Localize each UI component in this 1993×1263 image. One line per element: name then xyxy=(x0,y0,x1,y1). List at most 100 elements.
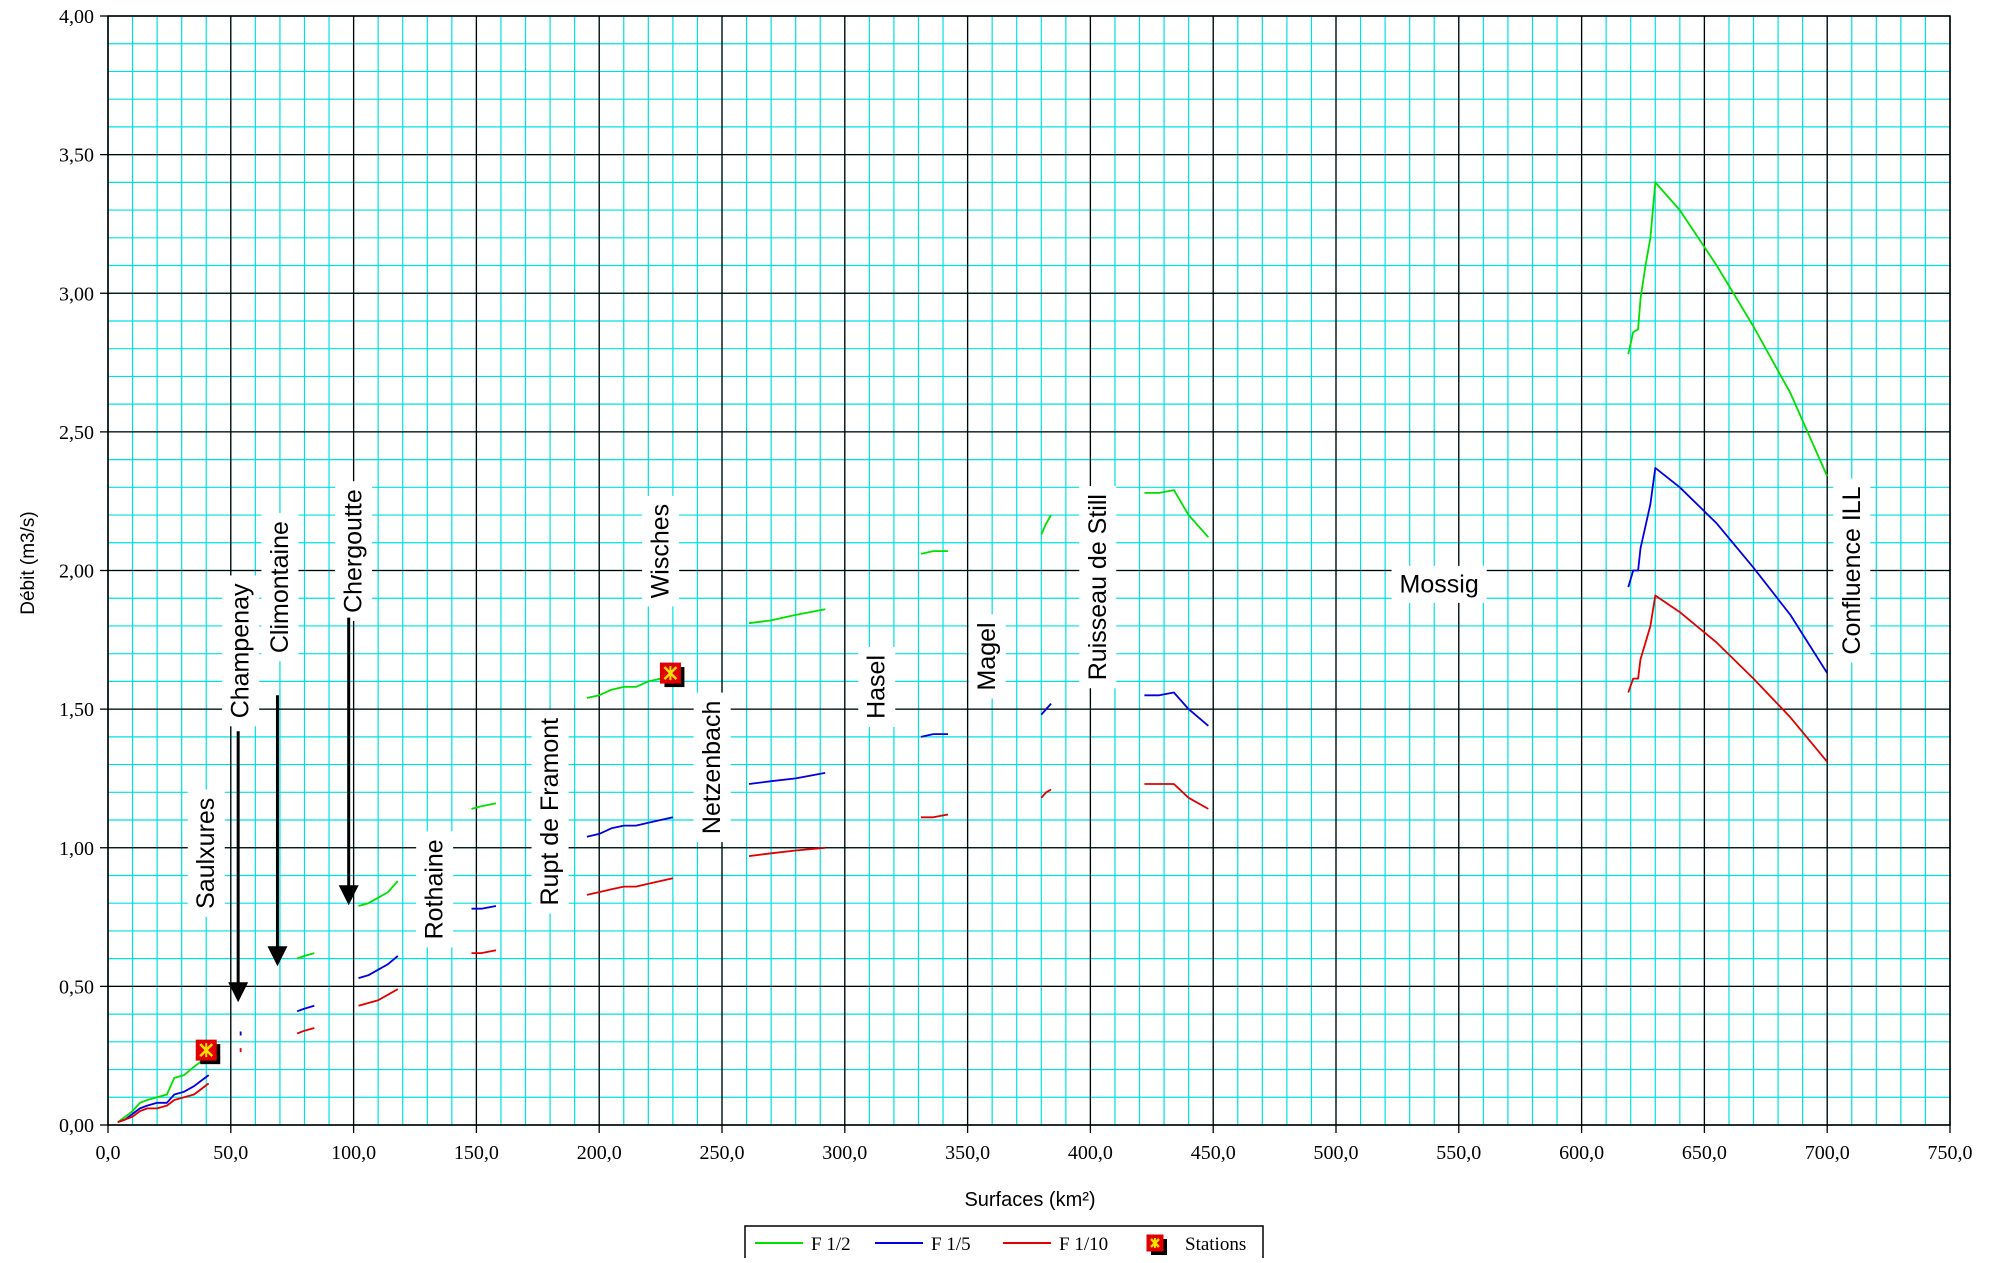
y-tick-label: 3,00 xyxy=(59,283,94,305)
series-f-1-2-line xyxy=(920,550,948,555)
arrow-champenay xyxy=(228,731,249,1003)
y-tick-labels: 0,00 0,50 1,00 1,50 2,00 2,50 3,00 3,50 4,00 xyxy=(59,6,94,1137)
series-f-1-10-line xyxy=(748,846,826,857)
series-f-1-2-line xyxy=(471,802,497,810)
arrow-chergoutte xyxy=(338,617,359,906)
series-f-1-5-line xyxy=(586,816,674,838)
station-marker xyxy=(1146,1234,1167,1255)
plot-frame xyxy=(107,15,1951,1126)
x-tick-label: 300,0 xyxy=(822,1142,867,1164)
annotations: Saulxures Champenay Climontaine Chergoutte R… xyxy=(187,478,1871,948)
y-axis-label: Débit (m3/s) xyxy=(18,511,39,614)
svg-text:Netzenbach: Netzenbach xyxy=(698,701,726,834)
x-axis-label: Surfaces (km²) xyxy=(964,1189,1095,1211)
series-f-1-5-line xyxy=(920,733,948,738)
annotation-saulxures: Saulxures xyxy=(187,789,225,917)
x-tick-label: 100,0 xyxy=(331,1142,376,1164)
series-f-1-2-line xyxy=(1040,514,1052,535)
series-f-1-5-line xyxy=(748,772,826,785)
svg-text:Stations: Stations xyxy=(1185,1234,1246,1255)
annotation-champenay: Champenay xyxy=(222,575,260,727)
series-f-1-2-line xyxy=(358,880,399,907)
axes xyxy=(100,15,1951,1133)
y-tick-label: 4,00 xyxy=(59,6,94,28)
series-f-1-10-line xyxy=(920,813,949,819)
x-tick-label: 150,0 xyxy=(454,1142,499,1164)
legend-item-f-1-5: F 1/5 xyxy=(875,1234,971,1255)
series-f-1-5-line xyxy=(1144,691,1209,727)
x-tick-labels: 0,0 50,0 100,0 150,0 200,0 250,0 300,0 350,0 400… xyxy=(96,1142,1973,1164)
svg-text:Climontaine: Climontaine xyxy=(266,521,294,653)
station-markers xyxy=(195,662,685,1065)
annotation-rothaine: Rothaine xyxy=(416,831,454,948)
x-tick-label: 400,0 xyxy=(1068,1142,1113,1164)
x-tick-label: 50,0 xyxy=(213,1142,248,1164)
annotation-confluence-ill: Confluence ILL xyxy=(1833,478,1871,663)
y-tick-label: 1,50 xyxy=(59,699,94,721)
annotation-rupt-de-framont: Rupt de Framont xyxy=(531,709,569,914)
annotation-chergoutte: Chergoutte xyxy=(335,481,373,621)
series-f-1-5-line xyxy=(1627,466,1828,674)
series-f-1-10-line xyxy=(1144,783,1209,810)
x-tick-label: 650,0 xyxy=(1682,1142,1727,1164)
station-marker xyxy=(659,662,685,688)
svg-text:F 1/5: F 1/5 xyxy=(931,1234,971,1255)
legend-item-f-1-2: F 1/2 xyxy=(755,1234,851,1255)
series-f-1-5-line xyxy=(358,955,399,979)
series-f-1-2-line xyxy=(296,952,315,960)
series-f-1-5-line xyxy=(117,1074,210,1124)
svg-text:Confluence ILL: Confluence ILL xyxy=(1838,486,1866,654)
x-tick-label: 0,0 xyxy=(96,1142,121,1164)
series-f-1-10-line xyxy=(471,949,497,954)
legend: F 1/2 F 1/5 F 1/10 Stations xyxy=(744,1225,1264,1261)
y-tick-label: 2,50 xyxy=(59,422,94,444)
series-f-1-10-line xyxy=(117,1082,210,1124)
series-f-1-2-line xyxy=(1627,181,1829,477)
series-f-1-5-line xyxy=(471,905,497,910)
series-f-1-10-line xyxy=(296,1027,315,1035)
svg-text:Chergoutte: Chergoutte xyxy=(340,489,368,613)
y-tick-label: 0,00 xyxy=(59,1115,94,1137)
annotation-netzenbach: Netzenbach xyxy=(693,692,731,843)
svg-text:Rothaine: Rothaine xyxy=(421,839,449,939)
x-tick-label: 350,0 xyxy=(945,1142,990,1164)
y-tick-label: 2,00 xyxy=(59,561,94,583)
svg-text:F 1/10: F 1/10 xyxy=(1059,1234,1108,1255)
x-tick-label: 550,0 xyxy=(1436,1142,1481,1164)
annotation-mossig: Mossig xyxy=(1391,565,1487,603)
annotation-magel: Magel xyxy=(968,614,1006,699)
series-f-1-5-line xyxy=(296,1004,315,1013)
svg-text:Champenay: Champenay xyxy=(227,583,255,718)
x-tick-label: 500,0 xyxy=(1314,1142,1359,1164)
svg-text:F 1/2: F 1/2 xyxy=(811,1234,851,1255)
y-tick-label: 1,00 xyxy=(59,838,94,860)
svg-text:Ruisseau de Still: Ruisseau de Still xyxy=(1084,494,1112,680)
arrow-climontaine xyxy=(267,695,288,967)
svg-text:Wisches: Wisches xyxy=(647,504,675,598)
series-f-1-2-line xyxy=(586,675,674,699)
annotation-hasel: Hasel xyxy=(858,646,896,727)
series-f-1-10-line xyxy=(358,988,399,1007)
series-f-1-2-line xyxy=(117,1054,210,1123)
series-f-1-5-line xyxy=(1040,703,1052,716)
annotation-wisches: Wisches xyxy=(642,495,680,607)
legend-item-stations: Stations xyxy=(1146,1234,1246,1255)
data-series xyxy=(117,181,1829,1124)
svg-text:Rupt de Framont: Rupt de Framont xyxy=(536,718,564,906)
series-f-1-10-line xyxy=(1627,594,1828,763)
legend-item-f-1-10: F 1/10 xyxy=(1003,1234,1108,1255)
series-f-1-10-line xyxy=(586,877,674,896)
svg-text:Mossig: Mossig xyxy=(1400,570,1479,598)
x-tick-label: 200,0 xyxy=(577,1142,622,1164)
x-tick-label: 750,0 xyxy=(1928,1142,1973,1164)
annotation-ruisseau-de-still: Ruisseau de Still xyxy=(1079,486,1117,689)
y-tick-label: 3,50 xyxy=(59,145,94,167)
x-tick-label: 700,0 xyxy=(1805,1142,1850,1164)
series-f-1-10-line xyxy=(1040,788,1052,799)
y-tick-label: 0,50 xyxy=(59,976,94,998)
arrows xyxy=(228,617,359,1003)
svg-text:Hasel: Hasel xyxy=(863,655,891,719)
station-marker xyxy=(195,1039,221,1065)
